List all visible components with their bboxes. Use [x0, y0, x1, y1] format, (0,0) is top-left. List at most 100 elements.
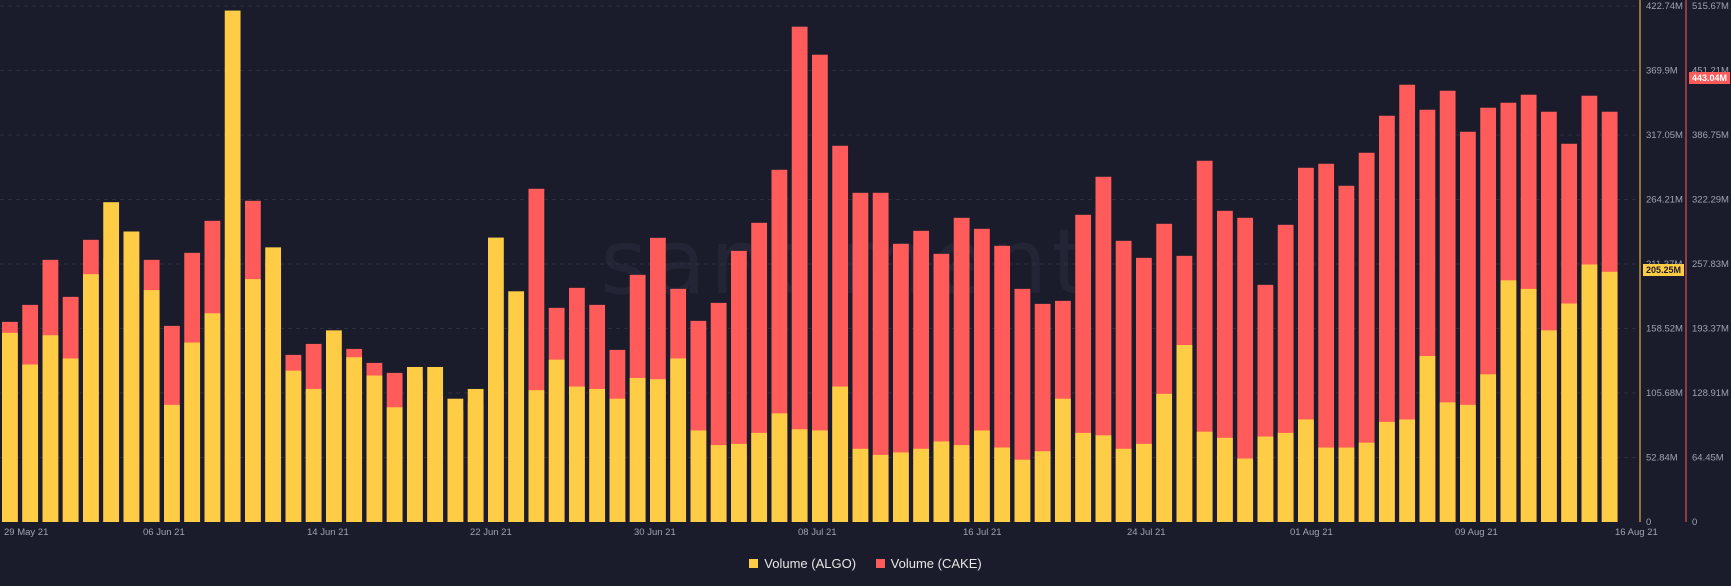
bar-algo — [1257, 436, 1274, 522]
axes: 052.84M105.68M158.52M211.37M264.21M317.0… — [1639, 0, 1729, 528]
bar-algo — [488, 237, 504, 522]
bar-algo — [1298, 419, 1314, 522]
bar-cake — [872, 192, 889, 522]
bar-algo — [123, 231, 140, 523]
bar-algo — [508, 291, 525, 522]
bar-algo — [974, 430, 990, 522]
legend-item-cake[interactable]: Volume (CAKE) — [875, 556, 982, 571]
bar-algo — [285, 370, 302, 522]
left-axis-tick-label: 105.68M — [1646, 388, 1683, 399]
bar-cake — [1358, 152, 1375, 522]
x-axis-tick-label: 16 Jul 21 — [963, 527, 1002, 538]
x-axis-tick-label: 01 Aug 21 — [1290, 527, 1333, 538]
bar-algo — [629, 377, 646, 522]
bar-algo — [690, 430, 707, 522]
bar-algo — [528, 390, 545, 522]
bar-algo — [1196, 431, 1213, 522]
bar-algo — [1419, 355, 1436, 522]
bar-algo — [103, 202, 120, 522]
bar-algo — [791, 429, 808, 522]
bar-algo — [447, 398, 464, 522]
bar-cake — [791, 26, 808, 522]
legend-swatch-cake — [875, 559, 885, 568]
algo-current-value-badge: 205.25M — [1643, 264, 1685, 277]
bar-algo — [204, 313, 221, 522]
bar-cake — [1318, 163, 1335, 522]
x-axis-tick-label: 09 Aug 21 — [1455, 527, 1498, 538]
x-axis-tick-label: 29 May 21 — [4, 527, 48, 538]
legend-item-algo[interactable]: Volume (ALGO) — [749, 556, 856, 571]
bar-algo — [731, 443, 747, 522]
bar-algo — [1217, 437, 1233, 522]
bar-algo — [346, 357, 363, 522]
bar-algo — [893, 452, 909, 522]
right-axis-tick-label: 451.21M — [1692, 66, 1729, 77]
bar-algo — [1480, 374, 1497, 522]
bar-algo — [1034, 451, 1051, 522]
bar-algo — [1520, 288, 1537, 522]
bar-algo — [1561, 303, 1578, 522]
x-axis-tick-label: 06 Jun 21 — [143, 527, 185, 538]
bar-algo — [1541, 330, 1557, 522]
bar-algo — [265, 247, 282, 523]
bar-cake — [1338, 185, 1355, 522]
bar-algo — [143, 290, 160, 522]
x-axis-tick-label: 08 Jul 21 — [798, 527, 837, 538]
x-axis-ticks: 29 May 21 06 Jun 21 14 Jun 21 22 Jun 21 30 J… — [4, 527, 1658, 538]
bar-algo — [224, 10, 241, 523]
right-axis-tick-label: 515.67M — [1692, 1, 1729, 12]
legend-swatch-algo — [749, 559, 759, 568]
right-axis-tick-label: 386.75M — [1692, 130, 1729, 141]
bar-algo — [83, 274, 99, 522]
bar-algo — [933, 441, 950, 522]
right-axis-tick-label: 128.91M — [1692, 388, 1729, 399]
left-axis-tick-label: 0 — [1646, 517, 1651, 528]
bar-algo — [1460, 404, 1476, 522]
x-axis-tick-label: 24 Jul 21 — [1127, 527, 1166, 538]
bar-algo — [913, 448, 930, 522]
bar-algo — [164, 404, 180, 522]
bar-algo — [1115, 448, 1132, 522]
bar-algo — [1318, 447, 1335, 522]
left-axis-tick-label: 158.52M — [1646, 324, 1683, 335]
cake-bars — [2, 26, 1618, 523]
bar-algo — [1500, 280, 1517, 522]
bar-cake — [852, 192, 869, 522]
bar-algo — [1338, 447, 1355, 522]
bar-algo — [852, 448, 869, 522]
bar-algo — [467, 388, 484, 522]
bar-algo — [872, 454, 889, 522]
left-axis-tick-label: 52.84M — [1646, 453, 1678, 464]
left-axis-tick-label: 422.74M — [1646, 1, 1683, 12]
bar-algo — [1176, 345, 1193, 522]
x-axis-tick-label: 22 Jun 21 — [470, 527, 512, 538]
bar-algo — [1156, 393, 1173, 522]
bar-algo — [386, 407, 403, 522]
x-axis-tick-label: 30 Jun 21 — [634, 527, 676, 538]
bar-algo — [832, 386, 849, 522]
bar-algo — [1055, 398, 1071, 522]
bar-algo — [670, 358, 687, 522]
bar-algo — [1358, 442, 1375, 522]
algo-bars — [2, 10, 1618, 523]
bar-cake — [1399, 84, 1416, 523]
bar-algo — [1581, 264, 1598, 522]
bar-algo — [569, 386, 585, 522]
bar-cake — [812, 54, 828, 523]
bar-algo — [1075, 432, 1092, 522]
right-axis-tick-label: 64.45M — [1692, 453, 1724, 464]
bar-algo — [1014, 459, 1031, 522]
legend-label-algo: Volume (ALGO) — [764, 556, 857, 571]
bar-algo — [812, 430, 828, 522]
left-axis-tick-label: 369.9M — [1646, 66, 1678, 77]
x-axis-tick-label: 16 Aug 21 — [1615, 527, 1658, 538]
legend: Volume (ALGO) Volume (CAKE) — [0, 556, 1731, 571]
bar-algo — [609, 398, 626, 522]
bar-algo — [1136, 443, 1152, 522]
bar-cake — [1379, 115, 1395, 523]
bar-algo — [751, 432, 768, 522]
bar-algo — [994, 447, 1011, 522]
x-axis-tick-label: 14 Jun 21 — [307, 527, 349, 538]
bar-algo — [407, 366, 423, 522]
